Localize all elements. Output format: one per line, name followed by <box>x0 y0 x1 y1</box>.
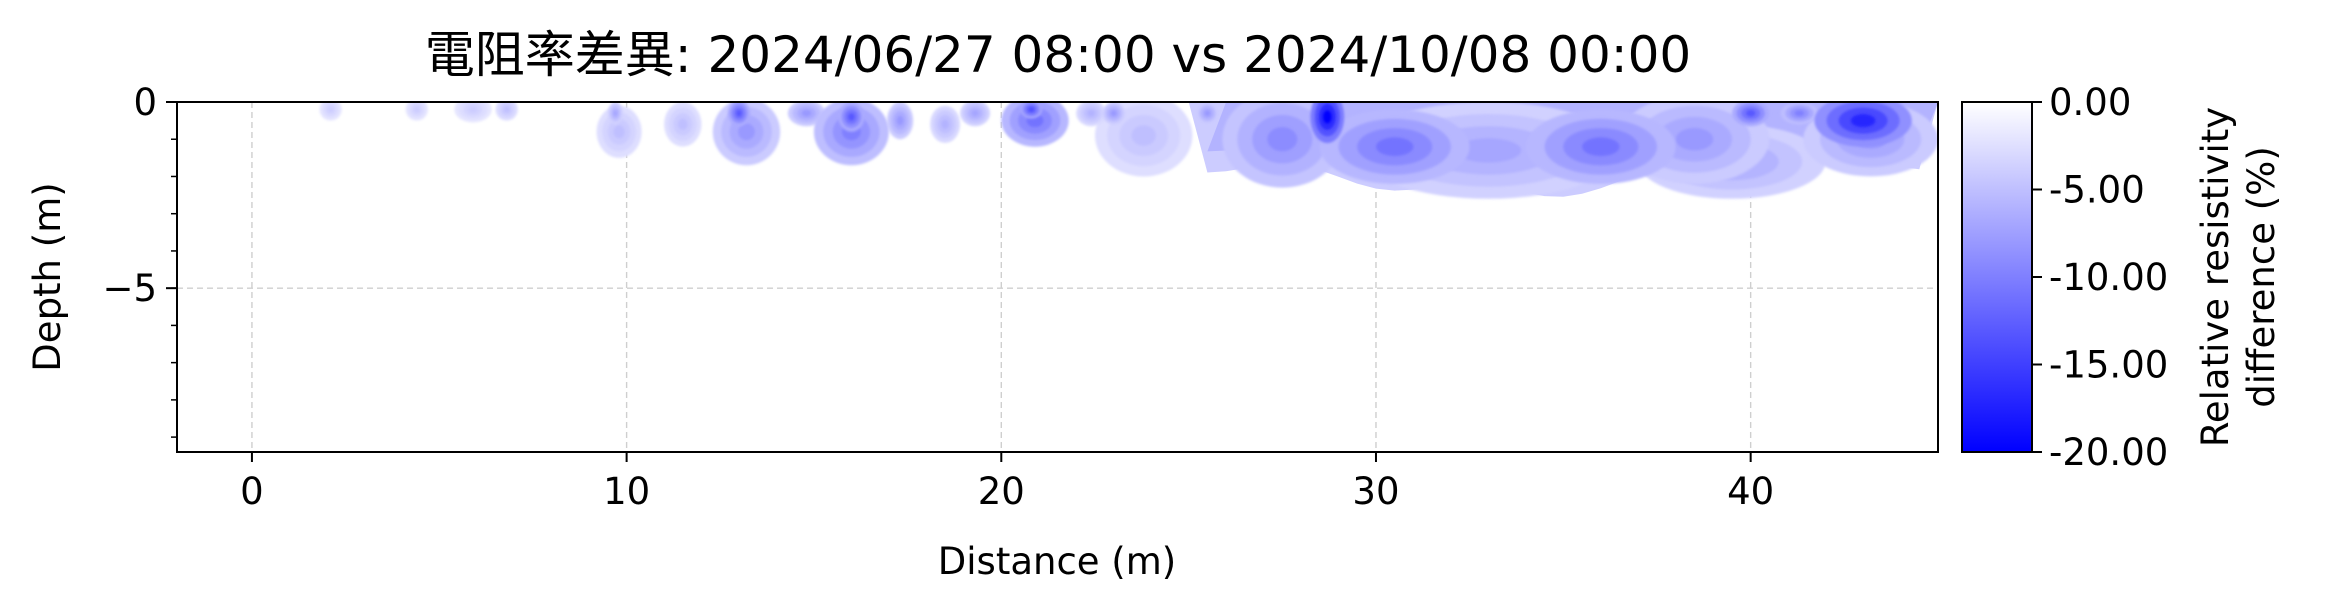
anomaly-contour <box>613 125 625 139</box>
chart-title: 電阻率差異: 2024/06/27 08:00 vs 2024/10/08 00… <box>425 26 1692 84</box>
x-tick-label: 40 <box>1727 470 1774 513</box>
anomaly-contour <box>1850 114 1876 128</box>
x-axis-label: Distance (m) <box>938 540 1176 583</box>
x-tick-label: 0 <box>240 470 264 513</box>
y-tick-label: −5 <box>102 267 157 310</box>
colorbar-label-line2: difference (%) <box>2240 146 2283 408</box>
x-tick-label: 30 <box>1352 470 1399 513</box>
y-axis-label: Depth (m) <box>26 182 69 371</box>
colorbar-tick-label: -15.00 <box>2049 344 2168 387</box>
anomaly-contour <box>1028 107 1035 112</box>
anomaly-contour <box>678 118 688 130</box>
anomaly-contour <box>736 109 742 117</box>
colorbar-tick-label: -5.00 <box>2049 169 2145 212</box>
data-layer <box>319 102 1938 199</box>
anomaly-contour <box>613 110 618 116</box>
colorbar-tick-label: 0.00 <box>2049 81 2131 124</box>
anomaly-contour <box>1582 137 1620 156</box>
anomaly-contour <box>1455 138 1522 163</box>
anomaly-contour <box>414 106 420 113</box>
anomaly-contour <box>1376 137 1414 156</box>
anomaly-contour <box>1131 125 1156 146</box>
y-axis-ticks: 0 −5 <box>102 81 177 438</box>
anomaly-contour <box>1794 110 1805 116</box>
plot-frame <box>176 101 1939 453</box>
colorbar-tick-label: -20.00 <box>2049 431 2168 474</box>
anomaly-contour <box>1204 110 1211 116</box>
colorbar-tick-label: -10.00 <box>2049 256 2168 299</box>
colorbar <box>1961 101 2033 453</box>
anomaly-contour <box>468 106 478 113</box>
anomaly-contour <box>1087 109 1095 117</box>
anomaly-contour <box>848 113 855 121</box>
x-tick-label: 20 <box>978 470 1025 513</box>
y-tick-label: 0 <box>133 81 157 124</box>
anomaly-contour <box>738 123 755 141</box>
colorbar-label-line1: Relative resistivity <box>2194 107 2237 447</box>
anomaly-contour <box>503 106 510 113</box>
anomaly-contour <box>327 106 334 113</box>
anomaly-contour <box>1110 110 1117 116</box>
anomaly-contour <box>801 109 812 117</box>
colorbar-ticks: 0.00 -5.00 -10.00 -15.00 -20.00 <box>2032 81 2168 474</box>
anomaly-contour <box>1746 109 1756 117</box>
anomaly-contour <box>1267 127 1298 152</box>
anomaly-contour <box>896 115 904 126</box>
colorbar-label: Relative resistivity difference (%) <box>2194 107 2283 447</box>
anomaly-contour <box>971 109 979 117</box>
x-axis-ticks: 0 10 20 30 40 <box>240 452 1774 513</box>
anomaly-contour <box>1323 110 1332 124</box>
x-tick-label: 10 <box>603 470 650 513</box>
anomaly-contour <box>1675 128 1714 151</box>
anomaly-contour <box>941 119 949 129</box>
